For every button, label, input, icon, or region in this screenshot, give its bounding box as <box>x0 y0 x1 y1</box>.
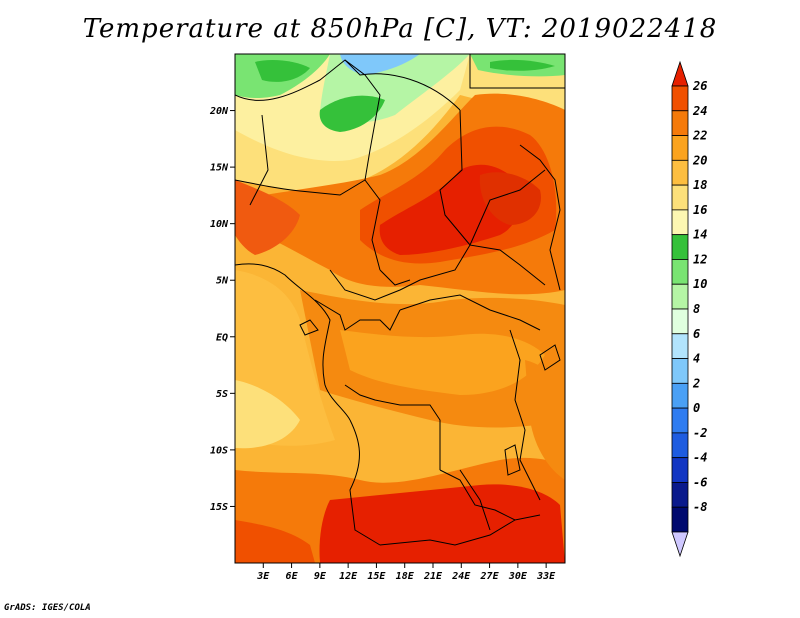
legend-label: 26 <box>692 79 707 93</box>
lat-tick-label: 5N <box>216 276 229 287</box>
legend-label: 4 <box>693 352 700 366</box>
lat-tick-label: 20N <box>209 106 229 117</box>
legend-label: 6 <box>693 327 700 341</box>
legend-swatch <box>671 432 689 459</box>
legend-label: 0 <box>693 401 700 415</box>
legend-label: 24 <box>692 104 707 118</box>
legend-label: 16 <box>693 203 707 217</box>
legend-swatch <box>671 234 689 260</box>
lon-tick-label: 21E <box>423 571 443 582</box>
legend-label: 8 <box>693 302 700 316</box>
lat-tick-label: 10S <box>210 445 228 456</box>
lon-tick-label: 9E <box>314 571 327 582</box>
legend-label: -6 <box>693 475 707 489</box>
longitude-axis: 3E 6E 9E 12E 15E 18E 21E 24E 27E 30E 33E <box>256 563 556 582</box>
lat-tick-label: EQ <box>216 332 228 343</box>
lon-tick-label: 12E <box>339 571 358 582</box>
lat-tick-label: 15S <box>210 502 228 513</box>
latitude-axis: 20N 15N 10N 5N EQ 5S 10S 15S <box>209 106 235 513</box>
legend-label: -4 <box>693 451 707 465</box>
legend-swatch <box>671 382 689 409</box>
legend-label: 20 <box>692 153 707 167</box>
legend-swatch <box>671 110 689 136</box>
legend-label: 12 <box>693 252 707 266</box>
legend-label: 18 <box>693 178 707 192</box>
legend-swatch <box>671 184 689 211</box>
lon-tick-label: 27E <box>480 571 500 582</box>
lat-tick-label: 15N <box>210 163 229 174</box>
lon-tick-label: 15E <box>367 571 386 582</box>
legend-label: 22 <box>692 129 707 143</box>
lat-tick-label: 10N <box>210 219 229 230</box>
legend-swatch <box>671 531 689 558</box>
legend-label: 2 <box>692 376 700 390</box>
legend-swatch <box>671 333 689 359</box>
legend-label: -2 <box>693 426 707 440</box>
map-frame <box>234 53 566 564</box>
legend-label: 14 <box>693 228 707 242</box>
lon-tick-label: 24E <box>451 571 471 582</box>
legend-swatch <box>671 283 689 310</box>
legend-label: 10 <box>693 277 707 291</box>
legend-swatch <box>671 457 689 483</box>
legend-label: -8 <box>693 500 707 514</box>
lon-tick-label: 33E <box>536 571 556 582</box>
lon-tick-label: 6E <box>286 571 299 582</box>
legend-swatch <box>671 308 689 335</box>
legend-swatch <box>671 85 689 112</box>
legend-swatch <box>671 506 689 533</box>
legend-swatch <box>671 482 689 508</box>
legend-swatch <box>671 209 689 236</box>
credit-label: GrADS: IGES/COLA <box>4 603 91 613</box>
lon-tick-label: 30E <box>508 571 528 582</box>
legend-swatch <box>671 135 689 161</box>
temperature-field <box>235 54 565 563</box>
legend-swatch <box>671 159 689 186</box>
lon-tick-label: 3E <box>256 571 270 582</box>
chart-title: Temperature at 850hPa [C], VT: 201902241… <box>82 14 718 44</box>
legend-swatch <box>671 60 689 87</box>
lat-tick-label: 5S <box>216 389 228 400</box>
legend-swatch <box>671 259 689 285</box>
legend-swatch <box>671 407 689 434</box>
lon-tick-label: 18E <box>396 571 415 582</box>
legend-swatch <box>671 358 689 384</box>
